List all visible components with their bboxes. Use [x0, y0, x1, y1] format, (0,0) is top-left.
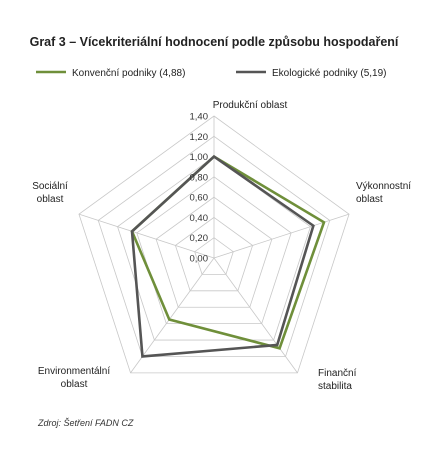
r-tick-label: 0,80	[190, 172, 209, 183]
grid-ring-2	[174, 216, 254, 292]
source-note: Zdroj: Šetření FADN CZ	[37, 418, 134, 428]
r-tick-label: 0,00	[190, 254, 209, 265]
grid-ring-5	[117, 156, 311, 341]
r-tick-label: 1,20	[190, 132, 209, 143]
grid-ring-3	[155, 196, 273, 308]
legend-label-konvencni: Konvenční podniky (4,88)	[72, 68, 185, 79]
grid-ring-6	[97, 135, 331, 357]
category-label-4: Sociální oblast	[32, 181, 68, 205]
category-label-1: Výkonnostní oblast	[356, 181, 411, 205]
grid-ring-7	[78, 115, 350, 374]
category-label-3: Environmentální oblast	[38, 366, 110, 390]
legend-label-ekologicke: Ekologické podniky (5,19)	[272, 68, 387, 79]
chart-title: Graf 3 – Vícekriteriální hodnocení podle…	[30, 35, 399, 49]
series-line-1	[130, 154, 315, 358]
grid-ring-4	[136, 176, 292, 325]
radial-tick-labels: 0,00 0,20 0,40 0,60 0,80 1,00 1,20 1,40	[190, 112, 209, 265]
grid-ring-1	[194, 237, 234, 275]
radar-grid	[78, 115, 350, 374]
r-tick-label: 0,40	[190, 213, 209, 224]
grid-spoke-2	[213, 257, 298, 374]
grid-spoke-4	[78, 213, 215, 259]
category-label-2: Finanční stabilita	[318, 368, 357, 392]
radar-series	[130, 154, 326, 358]
category-labels: Produkční oblast Výkonnostní oblast Finančn…	[32, 100, 411, 392]
category-label-0: Produkční oblast	[213, 100, 288, 111]
r-tick-label: 1,00	[190, 152, 209, 163]
r-tick-label: 1,40	[190, 112, 209, 123]
grid-spoke-1	[213, 213, 350, 259]
r-tick-label: 0,20	[190, 233, 209, 244]
grid-spoke-3	[130, 257, 215, 374]
r-tick-label: 0,60	[190, 193, 209, 204]
legend: Konvenční podniky (4,88) Ekologické podn…	[36, 68, 387, 79]
